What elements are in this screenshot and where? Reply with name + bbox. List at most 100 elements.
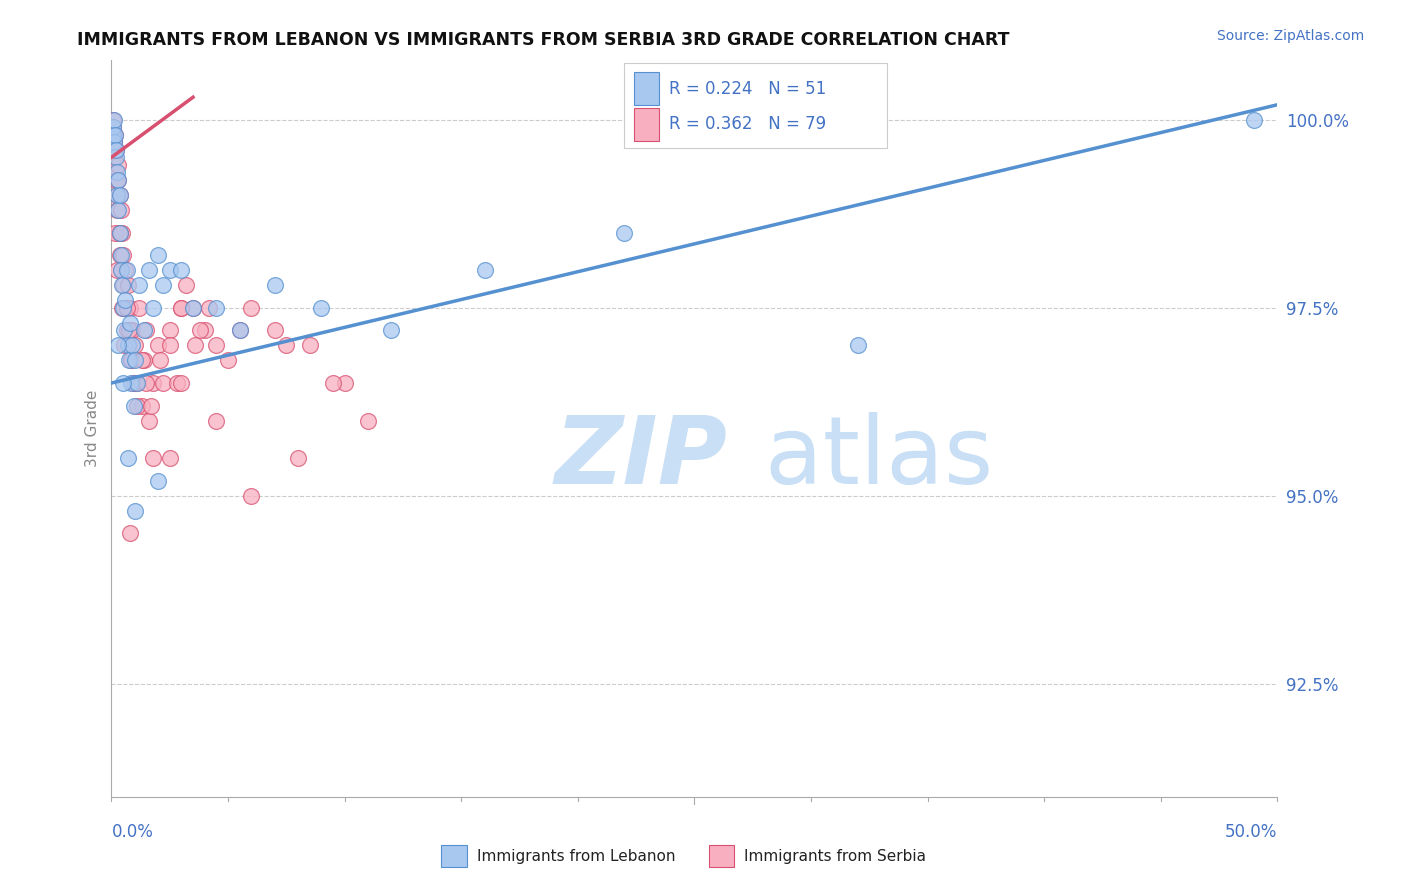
Point (112, 301, 135, 315)
Point (188, 323, 211, 337)
Point (112, 376, 135, 390)
Point (115, 301, 138, 315)
Point (228, 323, 250, 337)
Point (124, 338, 146, 352)
Point (112, 338, 135, 352)
Point (170, 301, 193, 315)
Point (103, 128, 125, 142)
Point (135, 323, 157, 337)
Text: Immigrants from Lebanon: Immigrants from Lebanon (477, 849, 675, 863)
Point (114, 263, 136, 277)
Point (112, 323, 135, 337)
Point (105, 165, 128, 179)
Point (170, 301, 193, 315)
Point (181, 301, 204, 315)
Point (474, 263, 496, 277)
Point (105, 263, 128, 277)
Point (166, 376, 188, 390)
FancyBboxPatch shape (624, 63, 887, 148)
Text: 50.0%: 50.0% (1225, 823, 1278, 841)
Point (170, 376, 193, 390)
Point (205, 301, 228, 315)
Point (138, 414, 160, 428)
Point (120, 353, 142, 368)
Point (159, 323, 181, 337)
Point (142, 451, 165, 466)
Point (121, 323, 143, 337)
Point (135, 376, 157, 390)
Point (107, 173, 129, 187)
Point (103, 112, 125, 127)
Point (146, 474, 169, 488)
Point (194, 323, 217, 337)
Text: R = 0.362   N = 79: R = 0.362 N = 79 (669, 115, 825, 133)
Point (107, 338, 129, 352)
Text: Source: ZipAtlas.com: Source: ZipAtlas.com (1216, 29, 1364, 43)
Point (107, 158, 129, 172)
Point (121, 338, 143, 352)
Point (198, 301, 221, 315)
Point (159, 451, 181, 466)
Point (115, 263, 138, 277)
Point (128, 301, 150, 315)
Point (108, 226, 131, 240)
Point (120, 353, 142, 368)
Point (104, 128, 127, 142)
Point (128, 278, 150, 293)
Point (298, 338, 321, 352)
Point (159, 338, 181, 352)
Point (146, 248, 169, 262)
Point (112, 248, 135, 262)
Point (174, 278, 197, 293)
Point (357, 414, 380, 428)
Point (105, 188, 128, 202)
Point (263, 278, 285, 293)
Point (110, 188, 132, 202)
Point (240, 301, 263, 315)
Point (122, 399, 145, 413)
Point (101, 128, 124, 142)
Text: 0.0%: 0.0% (111, 823, 153, 841)
Point (152, 376, 174, 390)
Point (105, 143, 128, 157)
Text: atlas: atlas (554, 411, 993, 504)
Point (142, 301, 165, 315)
Text: Immigrants from Serbia: Immigrants from Serbia (744, 849, 925, 863)
Point (125, 399, 148, 413)
Point (125, 376, 148, 390)
Point (124, 504, 146, 518)
Point (131, 399, 153, 413)
Point (146, 338, 169, 352)
Point (103, 136, 125, 150)
Point (125, 376, 148, 390)
Point (110, 263, 132, 277)
Point (1243, 112, 1265, 127)
Point (131, 353, 153, 368)
FancyBboxPatch shape (634, 72, 659, 105)
Point (118, 323, 141, 337)
Point (846, 338, 869, 352)
Point (120, 376, 142, 390)
Point (107, 202, 129, 217)
Point (613, 226, 636, 240)
Point (111, 278, 134, 293)
Point (142, 376, 165, 390)
Point (112, 301, 135, 315)
Text: R = 0.224   N = 51: R = 0.224 N = 51 (669, 80, 827, 98)
Point (115, 323, 138, 337)
Point (132, 323, 155, 337)
Point (118, 338, 141, 352)
Point (276, 338, 298, 352)
Point (120, 526, 142, 541)
Point (124, 353, 146, 368)
Point (101, 112, 124, 127)
Point (107, 173, 129, 187)
Point (159, 263, 181, 277)
Text: ZIP: ZIP (554, 411, 727, 504)
Point (263, 323, 285, 337)
Point (101, 120, 124, 135)
Point (103, 150, 125, 164)
Point (105, 202, 128, 217)
Point (122, 376, 145, 390)
Point (104, 173, 127, 187)
